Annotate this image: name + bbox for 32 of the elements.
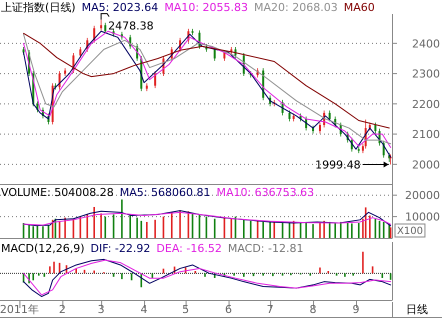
text: 日线: [406, 303, 428, 316]
text: MA60: [344, 1, 375, 14]
y-tick-label: 20000: [405, 189, 440, 202]
annotation: 2478.38: [108, 20, 154, 33]
text: MA10: 2055.83: [164, 1, 248, 14]
y-tick-label: 2100: [412, 128, 440, 142]
y-tick-label: 2200: [412, 98, 440, 111]
x-tick-label: 6: [225, 303, 232, 316]
text: X100: [397, 226, 423, 237]
x-tick-label: 7: [266, 303, 274, 316]
x-tick-label: 4: [140, 303, 148, 316]
x-tick-label: 3: [98, 303, 105, 316]
series-label: DEA: -16.52: [156, 242, 222, 255]
y-tick-label: 2300: [412, 68, 440, 81]
y-tick-label: 10000: [405, 210, 440, 224]
x-tick-label: 9: [352, 303, 360, 316]
annotation: 1999.48: [315, 158, 361, 172]
series-label: MA10: 636753.63: [216, 186, 314, 199]
chart-title: MACD(12,26,9): [1, 242, 85, 255]
x-tick-label: 8: [310, 303, 317, 316]
y-tick-label: 2000: [412, 158, 440, 172]
text: MA5: 2023.64: [82, 1, 158, 14]
text: MA20: 2068.03: [254, 1, 338, 14]
chart-title: 上证指数(日线): [1, 1, 76, 14]
series-label: DIF: -22.92: [90, 242, 150, 255]
series-label: VOLUME: 504008.28: [1, 186, 114, 199]
x-tick-label: 2011年: [0, 303, 39, 316]
series-label: MACD: -12.81: [228, 242, 304, 255]
series-label: MA5: 568060.81: [120, 186, 210, 199]
y-tick-label: 2400: [412, 37, 440, 50]
x-tick-label: 2: [58, 303, 66, 316]
x-tick-label: 5: [182, 303, 190, 316]
